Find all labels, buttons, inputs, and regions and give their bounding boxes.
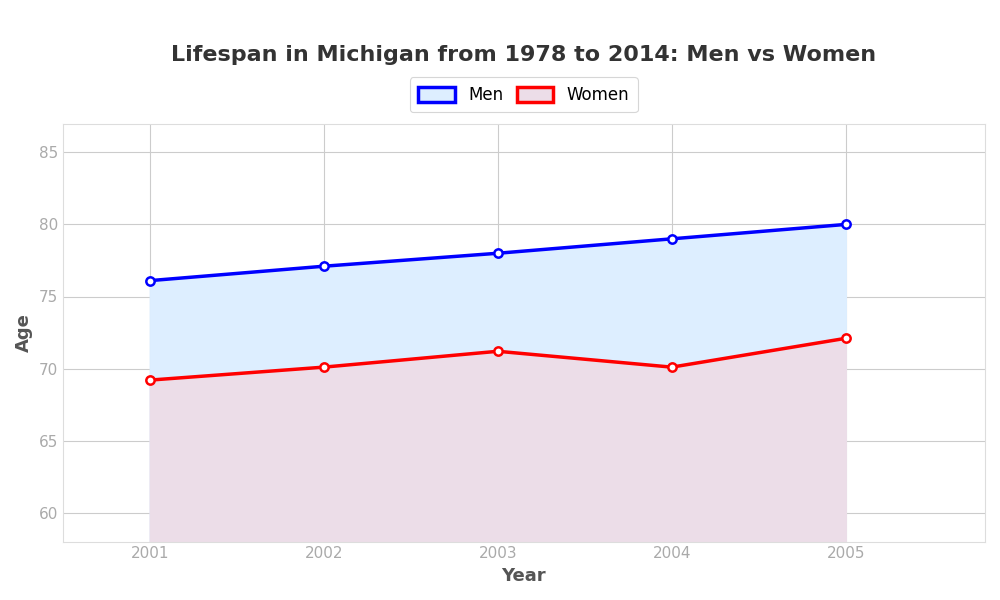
X-axis label: Year: Year [502,567,546,585]
Legend: Men, Women: Men, Women [410,77,638,112]
Title: Lifespan in Michigan from 1978 to 2014: Men vs Women: Lifespan in Michigan from 1978 to 2014: … [171,45,876,65]
Y-axis label: Age: Age [15,313,33,352]
